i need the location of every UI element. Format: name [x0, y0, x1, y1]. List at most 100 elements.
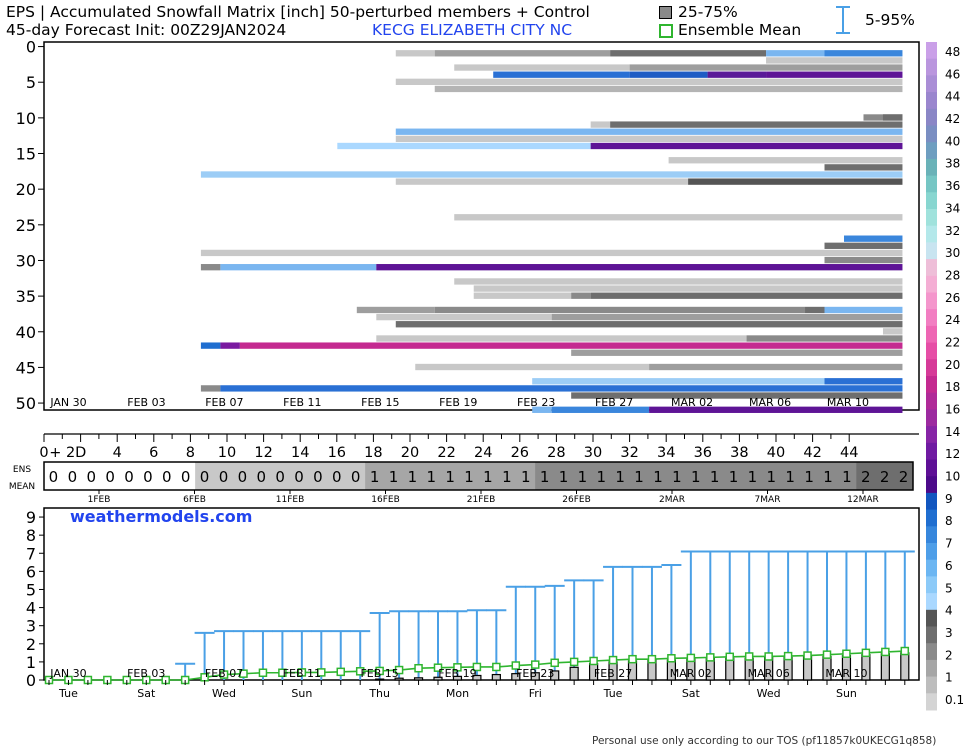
- ens-mean-value: 0: [256, 468, 266, 486]
- colorbar-label: 22: [945, 335, 960, 349]
- member-segment: [824, 164, 903, 171]
- weekday-label: Fri: [529, 687, 542, 700]
- ts-date-label: MAR 02: [670, 667, 712, 680]
- member-segment: [454, 214, 903, 221]
- legend-mean-swatch: [659, 24, 673, 38]
- ens-mean-cell: [705, 462, 725, 490]
- colorbar-cell: [926, 426, 937, 444]
- colorbar-cell: [926, 342, 937, 360]
- ensemble-mean-marker: [706, 653, 715, 662]
- colorbar-cell: [926, 192, 937, 210]
- ts-y-label: 3: [26, 617, 36, 636]
- iqr-box: [880, 653, 890, 681]
- ens-mean-cell: [686, 462, 706, 490]
- day-tick-label: 36: [694, 445, 712, 461]
- ens-mean-cell: [100, 462, 120, 490]
- member-segment: [824, 378, 903, 385]
- colorbar-label: 8: [945, 514, 953, 528]
- iqr-box: [569, 666, 579, 681]
- ensemble-mean-marker: [375, 666, 384, 676]
- colorbar-cell: [926, 392, 937, 410]
- ens-mean-cell: [572, 462, 593, 490]
- member-segment: [376, 264, 903, 271]
- colorbar-label: 38: [945, 157, 960, 171]
- watermark: weathermodels.com: [70, 507, 253, 526]
- tos-note: Personal use only according to our TOS (…: [592, 735, 937, 747]
- matrix-date-label: MAR 06: [749, 396, 791, 409]
- legend-range-label: 5-95%: [865, 11, 915, 29]
- day-tick-label: 20: [401, 445, 419, 461]
- member-segment: [200, 342, 221, 349]
- day-tick-label: 16: [328, 445, 346, 461]
- colorbar-label: 24: [945, 313, 960, 327]
- colorbar-cell: [926, 58, 937, 76]
- colorbar-cell: [926, 442, 937, 460]
- chart-subtitle: 45-day Forecast Init: 00Z29JAN2024: [6, 21, 287, 39]
- ens-mean-value: 0: [124, 468, 134, 486]
- ens-mean-cell: [837, 462, 857, 490]
- ens-mean-cell: [648, 462, 668, 490]
- ens-mean-cell: [440, 462, 461, 490]
- colorbar-cell: [926, 225, 937, 243]
- ts-y-label: 6: [26, 562, 36, 581]
- member-segment: [668, 157, 903, 164]
- ensemble-mean-marker: [531, 660, 540, 669]
- colorbar-cell: [926, 292, 937, 310]
- weekday-label: Tue: [58, 687, 78, 700]
- chart-title: EPS | Accumulated Snowfall Matrix [inch]…: [6, 3, 590, 21]
- ens-mean-label: MEAN: [9, 482, 35, 492]
- ens-mean-value: 1: [578, 468, 588, 486]
- ts-date-label: MAR 06: [748, 667, 790, 680]
- ensemble-mean-marker: [394, 665, 404, 675]
- legend-iqr-label: 25-75%: [678, 3, 738, 21]
- colorbar-cell: [926, 543, 937, 561]
- colorbar-label: 9: [945, 492, 953, 506]
- colorbar-label: 28: [945, 268, 960, 282]
- ens-mean-value: 1: [426, 468, 436, 486]
- member-segment: [824, 306, 903, 314]
- ts-date-label: MAR 10: [825, 667, 867, 680]
- day-tick-label: 4: [113, 445, 122, 461]
- ensemble-mean-marker: [686, 653, 696, 663]
- member-segment: [220, 264, 377, 271]
- member-segment: [590, 292, 903, 299]
- ens-mean-value: 1: [691, 468, 701, 486]
- ensemble-mean-marker: [628, 654, 637, 664]
- colorbar-cell: [926, 676, 937, 694]
- ensemble-mean-marker: [822, 650, 832, 659]
- member-tick-label: 10: [16, 109, 36, 128]
- member-segment: [843, 235, 903, 242]
- ens-date-label: 26FEB: [562, 495, 591, 505]
- colorbar-cell: [926, 526, 937, 544]
- ens-mean-value: 0: [313, 468, 323, 486]
- ensemble-mean-marker: [278, 668, 287, 678]
- ens-mean-value: 1: [767, 468, 777, 486]
- member-segment: [571, 392, 903, 399]
- ens-mean-value: 1: [408, 468, 418, 486]
- day-tick-label: 30: [584, 445, 602, 461]
- member-segment: [395, 128, 903, 135]
- day-tick-label: 26: [511, 445, 529, 461]
- ens-date-label: 16FEB: [371, 495, 400, 505]
- ensemble-mean-marker: [744, 652, 754, 661]
- iqr-box: [491, 673, 501, 681]
- legend-mean-label: Ensemble Mean: [678, 21, 802, 39]
- ts-y-label: 7: [26, 544, 36, 563]
- ens-mean-cell: [176, 462, 196, 490]
- day-tick-label: 14: [291, 445, 309, 461]
- ens-mean-value: 1: [389, 468, 399, 486]
- colorbar-label: 6: [945, 559, 953, 573]
- member-segment: [473, 292, 572, 299]
- weekday-label: Wed: [757, 687, 781, 700]
- colorbar-cell: [926, 409, 937, 427]
- iqr-box: [413, 677, 424, 681]
- colorbar-label: 12: [945, 447, 960, 461]
- ens-mean-value: 0: [49, 468, 59, 486]
- member-segment: [649, 406, 903, 413]
- colorbar-cell: [926, 275, 937, 293]
- member-segment: [454, 278, 903, 285]
- member-segment: [649, 363, 903, 371]
- matrix-date-label: FEB 23: [517, 396, 555, 409]
- colorbar-cell: [926, 643, 937, 661]
- ensemble-mean-marker: [550, 658, 559, 668]
